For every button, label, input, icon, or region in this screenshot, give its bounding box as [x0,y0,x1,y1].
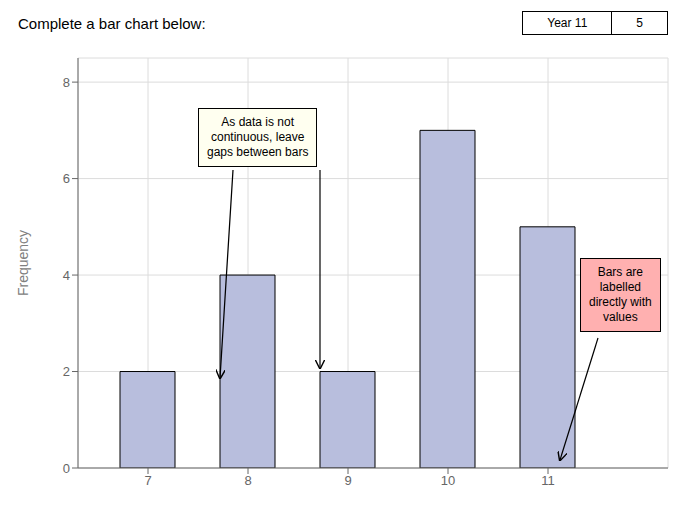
html-text:5: 5 [636,16,643,30]
svg-text:8: 8 [244,473,251,488]
html-text:Year 11: Year 11 [547,16,588,30]
svg-text:8: 8 [63,75,70,90]
svg-text:9: 9 [344,473,351,488]
svg-text:7: 7 [144,473,151,488]
svg-text:4: 4 [63,268,70,283]
html-text:Bars are labelled directly wit: Bars are labelled directly with values [589,265,652,324]
svg-text:0: 0 [63,461,70,476]
html-text:As data is not continuous, lea: As data is not continuous, leave gaps be… [207,115,309,159]
svg-text:Frequency: Frequency [15,230,31,296]
svg-text:11: 11 [541,473,555,488]
svg-text:6: 6 [63,171,70,186]
svg-text:2: 2 [63,364,70,379]
html-text:Complete a bar chart below:: Complete a bar chart below: [18,14,206,32]
svg-text:10: 10 [441,473,455,488]
